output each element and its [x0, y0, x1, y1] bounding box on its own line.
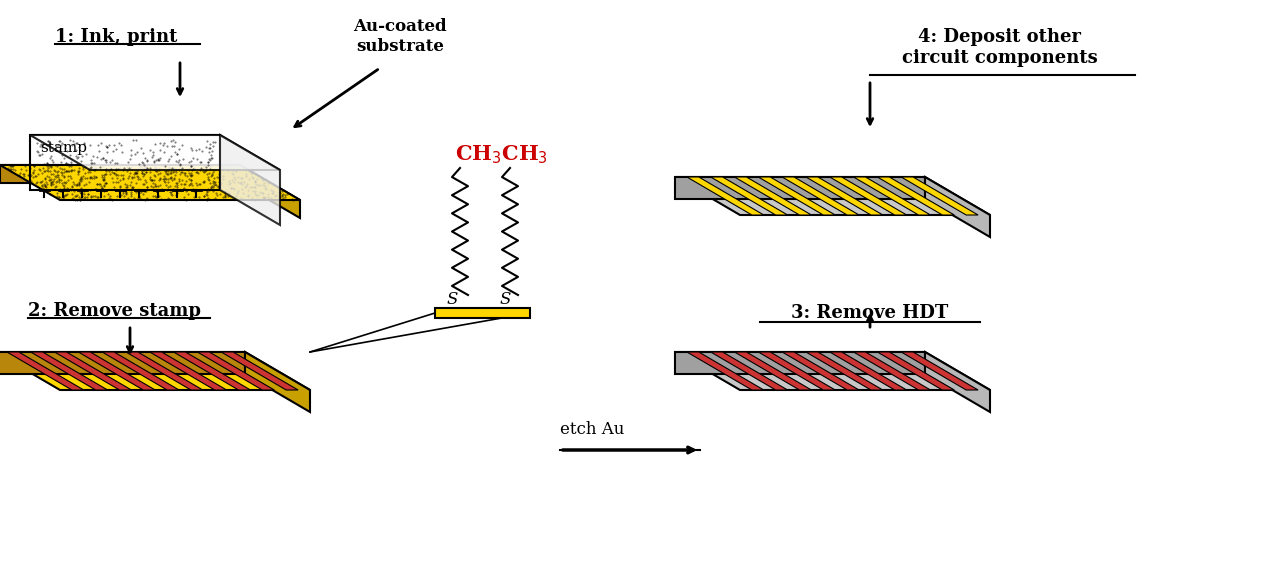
Polygon shape: [829, 352, 906, 390]
Text: CH$_3$CH$_3$: CH$_3$CH$_3$: [454, 144, 548, 166]
Polygon shape: [29, 135, 280, 170]
Text: Au-coated
substrate: Au-coated substrate: [353, 18, 447, 54]
Polygon shape: [758, 352, 836, 390]
Polygon shape: [687, 177, 764, 215]
Polygon shape: [241, 165, 300, 218]
Polygon shape: [0, 352, 310, 390]
Polygon shape: [174, 352, 251, 390]
Polygon shape: [675, 177, 925, 199]
Polygon shape: [0, 165, 241, 183]
Polygon shape: [710, 177, 787, 215]
Polygon shape: [854, 177, 931, 215]
Polygon shape: [55, 352, 132, 390]
Polygon shape: [782, 177, 859, 215]
Polygon shape: [675, 177, 989, 215]
Polygon shape: [687, 352, 764, 390]
Polygon shape: [877, 177, 955, 215]
Polygon shape: [877, 352, 955, 390]
Polygon shape: [925, 352, 989, 412]
Polygon shape: [435, 308, 530, 318]
Polygon shape: [735, 177, 812, 215]
Polygon shape: [220, 135, 280, 225]
Polygon shape: [901, 177, 978, 215]
Text: S: S: [500, 291, 512, 309]
Polygon shape: [675, 352, 925, 374]
Polygon shape: [6, 352, 83, 390]
Polygon shape: [675, 352, 989, 390]
Polygon shape: [710, 352, 787, 390]
Polygon shape: [0, 352, 244, 374]
Polygon shape: [829, 177, 906, 215]
Polygon shape: [221, 352, 298, 390]
Text: etch Au: etch Au: [561, 421, 625, 438]
Text: 3: Remove HDT: 3: Remove HDT: [791, 304, 948, 322]
Polygon shape: [78, 352, 155, 390]
Polygon shape: [197, 352, 274, 390]
Polygon shape: [806, 177, 883, 215]
Polygon shape: [735, 352, 812, 390]
Polygon shape: [244, 352, 310, 412]
Polygon shape: [782, 352, 859, 390]
Polygon shape: [0, 165, 300, 200]
Polygon shape: [901, 352, 978, 390]
Text: 2: Remove stamp: 2: Remove stamp: [28, 302, 201, 320]
Text: stamp: stamp: [40, 141, 87, 155]
Text: 1: Ink, print: 1: Ink, print: [55, 28, 178, 46]
Polygon shape: [758, 177, 836, 215]
Polygon shape: [102, 352, 179, 390]
Polygon shape: [925, 177, 989, 237]
Polygon shape: [31, 352, 108, 390]
Polygon shape: [806, 352, 883, 390]
Polygon shape: [854, 352, 931, 390]
Text: 4: Deposit other
circuit components: 4: Deposit other circuit components: [902, 28, 1098, 67]
Polygon shape: [150, 352, 227, 390]
Text: S: S: [447, 291, 458, 309]
Polygon shape: [125, 352, 202, 390]
